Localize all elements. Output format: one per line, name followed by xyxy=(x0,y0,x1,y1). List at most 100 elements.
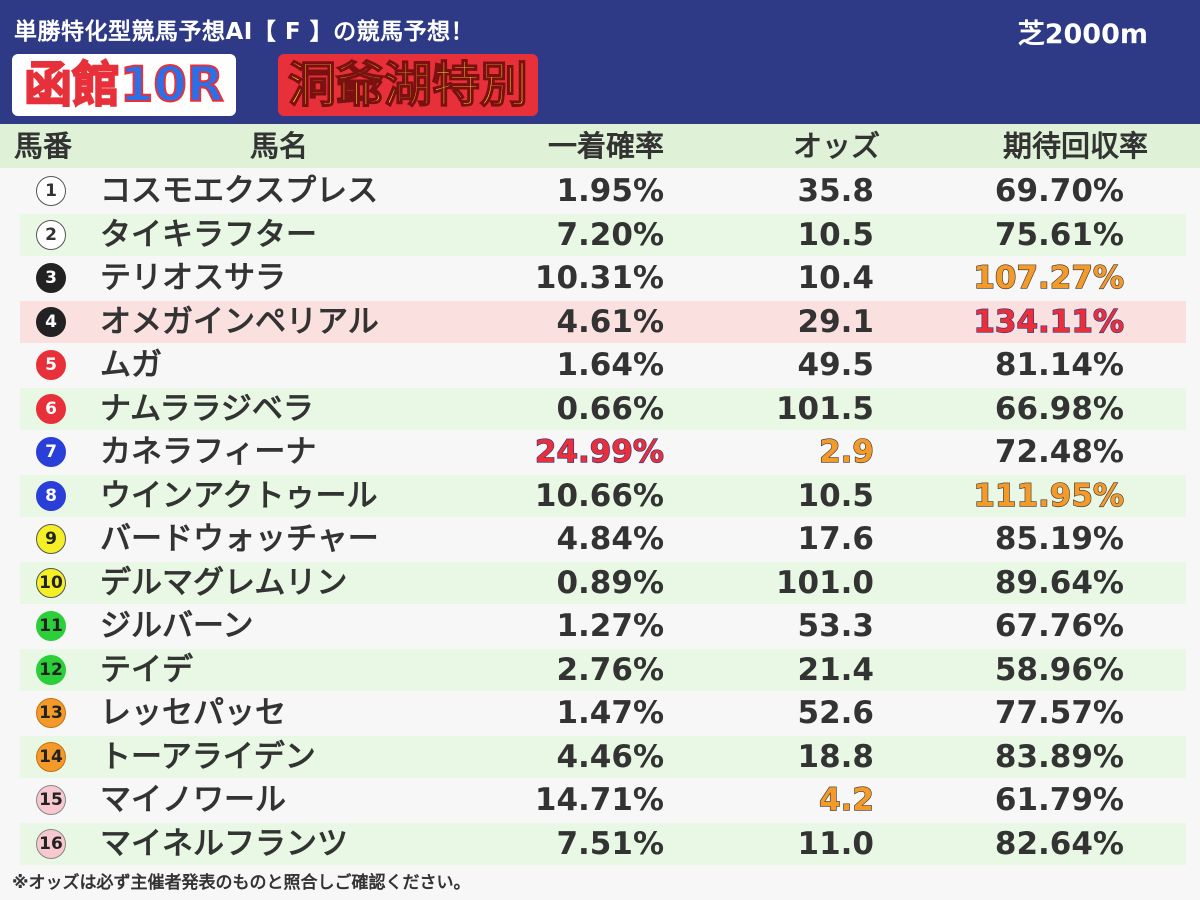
horse-name: ムガ xyxy=(100,347,162,383)
horse-number-badge: 3 xyxy=(36,263,66,293)
odds: 10.5 xyxy=(797,477,875,514)
horse-number-badge: 2 xyxy=(36,219,66,250)
table-row: 14 トーアライデン 4.46% 18.8 83.89% xyxy=(20,735,1186,778)
odds: 18.8 xyxy=(797,738,875,775)
horse-name: トーアライデン xyxy=(100,738,316,775)
horse-name: ウインアクトゥール xyxy=(100,477,378,514)
horse-name: マイノワール xyxy=(100,782,286,818)
horse-name: タイキラフター xyxy=(100,216,317,253)
horse-number-badge: 15 xyxy=(36,785,66,815)
horse-number-badge: 4 xyxy=(36,306,66,337)
expected-return: 61.79% xyxy=(994,782,1124,818)
odds-disclaimer-note: ※オッズは必ず主催者発表のものと照合しご確認ください。 xyxy=(12,873,471,893)
expected-return: 82.64% xyxy=(994,825,1124,862)
table-row: 7 カネラフィーナ 24.99% 2.9 72.48% xyxy=(20,431,1186,473)
horse-number-badge: 12 xyxy=(36,654,66,685)
odds: 49.5 xyxy=(797,347,875,383)
header-banner: 単勝特化型競馬予想AI【 F 】の競馬予想！ 芝2000m 函館10R 洞爺湖特… xyxy=(0,0,1200,124)
table-row: 2 タイキラフター 7.20% 10.5 75.61% xyxy=(20,213,1186,256)
table-row: 11 ジルバーン 1.27% 53.3 67.76% xyxy=(20,605,1186,647)
table-row-highlighted: 4 オメガインペリアル 4.61% 29.1 134.11% xyxy=(20,300,1186,343)
horse-number-badge: 16 xyxy=(36,828,66,859)
table-row: 8 ウインアクトゥール 10.66% 10.5 111.95% xyxy=(20,474,1186,517)
odds: 101.5 xyxy=(775,390,874,427)
win-probability-top: 24.99% xyxy=(534,433,664,470)
expected-return: 83.89% xyxy=(994,738,1124,775)
table-row: 9 バードウォッチャー 4.84% 17.6 85.19% xyxy=(20,518,1186,560)
expected-return-highlight: 107.27% xyxy=(973,259,1125,296)
page-subtitle: 単勝特化型競馬予想AI【 F 】の競馬予想！ xyxy=(14,19,475,45)
table-row: 6 ナムララジベラ 0.66% 101.5 66.98% xyxy=(20,387,1186,430)
horse-number-badge: 5 xyxy=(36,350,66,380)
expected-return: 81.14% xyxy=(994,347,1124,383)
venue-race-number: 函館10R xyxy=(12,54,236,116)
expected-return: 69.70% xyxy=(994,173,1124,209)
expected-return: 77.57% xyxy=(994,695,1124,731)
horse-number-badge: 10 xyxy=(36,567,66,598)
expected-return: 66.98% xyxy=(994,390,1124,427)
odds: 17.6 xyxy=(797,521,875,557)
expected-return: 72.48% xyxy=(994,434,1124,470)
odds: 53.3 xyxy=(797,608,875,644)
win-probability: 10.31% xyxy=(534,260,664,296)
horse-number-badge: 11 xyxy=(36,611,66,641)
table-row: 13 レッセパッセ 1.47% 52.6 77.57% xyxy=(20,692,1186,734)
odds: 10.5 xyxy=(797,216,875,253)
odds-second-favorite: 4.2 xyxy=(818,781,874,818)
win-probability: 14.71% xyxy=(534,782,664,818)
expected-return: 75.61% xyxy=(994,216,1124,253)
horse-name: ジルバーン xyxy=(100,608,254,644)
horse-name: バードウォッチャー xyxy=(100,521,379,557)
horse-name: カネラフィーナ xyxy=(100,434,317,470)
column-header-expected-return: 期待回収率 xyxy=(1002,129,1148,163)
expected-return: 58.96% xyxy=(994,651,1124,688)
win-probability: 0.66% xyxy=(556,390,664,427)
odds: 29.1 xyxy=(797,303,875,340)
odds: 11.0 xyxy=(797,825,875,862)
win-probability: 10.66% xyxy=(534,477,664,514)
course-label: 芝2000m xyxy=(1017,19,1148,50)
horse-name: コスモエクスプレス xyxy=(100,173,379,209)
horse-name: レッセパッセ xyxy=(100,695,286,731)
odds: 35.8 xyxy=(797,173,875,209)
win-probability: 2.76% xyxy=(556,651,664,688)
expected-return: 85.19% xyxy=(994,521,1124,557)
win-probability: 1.64% xyxy=(556,347,664,383)
horse-name: マイネルフランツ xyxy=(100,825,348,862)
horse-name: テリオスサラ xyxy=(100,260,286,296)
odds: 52.6 xyxy=(797,695,875,731)
odds: 10.4 xyxy=(797,260,875,296)
column-header-odds: オッズ xyxy=(792,129,880,163)
horse-name: デルマグレムリン xyxy=(100,564,348,601)
expected-return: 89.64% xyxy=(994,564,1124,601)
table-row: 12 テイデ 2.76% 21.4 58.96% xyxy=(20,648,1186,691)
odds: 101.0 xyxy=(775,564,874,601)
table-row: 5 ムガ 1.64% 49.5 81.14% xyxy=(20,344,1186,386)
horse-number-badge: 7 xyxy=(36,437,66,467)
win-probability: 1.47% xyxy=(556,695,664,731)
column-header-win-probability: 一着確率 xyxy=(547,129,664,163)
horse-name: オメガインペリアル xyxy=(100,303,379,340)
table-row: 3 テリオスサラ 10.31% 10.4 107.27% xyxy=(20,257,1186,299)
win-probability: 7.51% xyxy=(556,825,664,862)
win-probability: 4.46% xyxy=(556,738,664,775)
table-row: 1 コスモエクスプレス 1.95% 35.8 69.70% xyxy=(20,170,1186,212)
odds: 21.4 xyxy=(797,651,875,688)
horse-number-badge: 14 xyxy=(36,741,66,772)
column-header-number: 馬番 xyxy=(14,129,73,163)
table-row: 10 デルマグレムリン 0.89% 101.0 89.64% xyxy=(20,561,1186,604)
table-header: 馬番 馬名 一着確率 オッズ 期待回収率 xyxy=(0,124,1200,168)
horse-number-badge: 13 xyxy=(36,698,66,728)
column-header-name: 馬名 xyxy=(250,129,309,163)
horse-name: テイデ xyxy=(100,651,193,688)
horse-number-badge: 6 xyxy=(36,393,66,424)
race-name: 洞爺湖特別 xyxy=(278,54,539,116)
win-probability: 4.84% xyxy=(556,521,664,557)
table-row: 15 マイノワール 14.71% 4.2 61.79% xyxy=(20,779,1186,821)
horse-number-badge: 1 xyxy=(36,176,66,206)
odds-favorite: 2.9 xyxy=(818,433,874,470)
expected-return: 67.76% xyxy=(994,608,1124,644)
table-row: 16 マイネルフランツ 7.51% 11.0 82.64% xyxy=(20,822,1186,865)
win-probability: 4.61% xyxy=(556,303,664,340)
horse-number-badge: 8 xyxy=(36,480,66,511)
